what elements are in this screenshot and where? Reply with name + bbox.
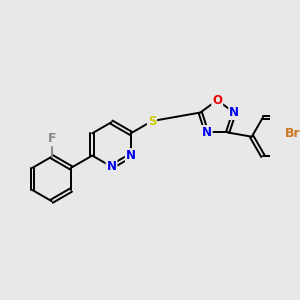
Text: N: N — [202, 126, 212, 139]
Text: N: N — [126, 149, 136, 162]
Text: O: O — [212, 94, 222, 107]
Text: Br: Br — [284, 127, 300, 140]
Text: S: S — [148, 115, 156, 128]
Text: N: N — [229, 106, 239, 119]
Text: N: N — [106, 160, 116, 173]
Text: F: F — [47, 132, 56, 146]
